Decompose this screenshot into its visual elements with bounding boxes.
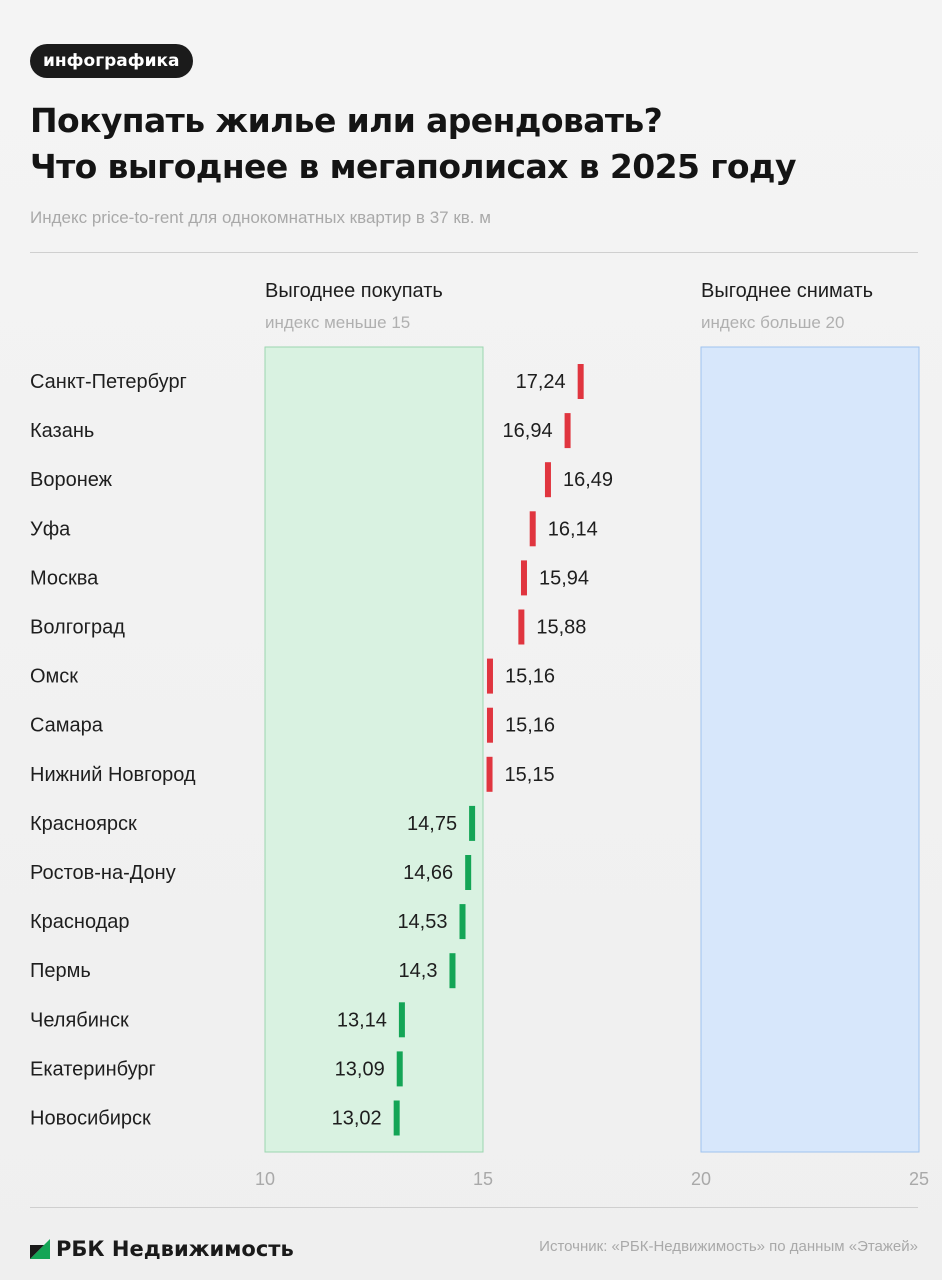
top-divider (30, 252, 918, 253)
value-label: 16,94 (503, 420, 553, 442)
value-bar (398, 1002, 405, 1038)
rbc-logo-icon (30, 1239, 50, 1259)
value-label: 15,88 (536, 617, 586, 639)
city-label: Омск (30, 666, 78, 688)
city-label: Новосибирск (30, 1108, 151, 1130)
city-label: Челябинск (30, 1009, 129, 1031)
x-tick-label: 20 (691, 1169, 711, 1189)
value-label: 15,16 (505, 666, 555, 688)
value-bar (459, 904, 466, 940)
value-bar (529, 511, 536, 547)
city-label: Красноярск (30, 813, 137, 835)
value-bar (465, 855, 472, 890)
city-label: Ростов-на-Дону (30, 862, 176, 884)
value-label: 17,24 (516, 371, 566, 393)
city-label: Нижний Новгород (30, 764, 196, 786)
city-label: Волгоград (30, 617, 125, 639)
city-label: Воронеж (30, 469, 113, 491)
value-label: 15,94 (539, 567, 589, 589)
title-line-2: Что выгоднее в мегаполисах в 2025 году (30, 147, 796, 186)
rent-zone-sublabel: индекс больше 20 (701, 313, 845, 332)
value-bar (449, 953, 456, 989)
page-title: Покупать жилье или арендовать? Что выгод… (30, 98, 920, 190)
source-note: Источник: «РБК-Недвижимость» по данным «… (539, 1238, 918, 1255)
value-bar (486, 658, 493, 694)
x-tick-label: 10 (255, 1169, 275, 1189)
value-label: 13,14 (337, 1009, 387, 1031)
bottom-divider (30, 1207, 918, 1208)
city-label: Самара (30, 715, 104, 737)
city-label: Санкт-Петербург (30, 371, 187, 393)
value-label: 15,16 (505, 715, 555, 737)
value-bar (486, 756, 493, 792)
title-line-1: Покупать жилье или арендовать? (30, 101, 663, 140)
infographic-tag: инфографика (30, 44, 193, 78)
chart-subtitle: Индекс price-to-rent для однокомнатных к… (30, 208, 491, 227)
value-label: 16,49 (563, 469, 613, 491)
rbc-logo-text: РБК Недвижимость (56, 1237, 294, 1261)
value-bar (520, 560, 527, 596)
buy-zone-label: Выгоднее покупать (265, 280, 443, 302)
value-label: 13,02 (332, 1108, 382, 1130)
buy-zone-sublabel: индекс меньше 15 (265, 313, 411, 332)
value-bar (469, 805, 476, 841)
x-tick-label: 25 (909, 1169, 929, 1189)
value-label: 14,53 (397, 911, 447, 933)
city-label: Екатеринбург (30, 1058, 156, 1080)
value-label: 16,14 (548, 518, 598, 540)
value-bar (577, 364, 584, 399)
value-label: 14,3 (399, 960, 438, 982)
value-label: 15,15 (505, 764, 555, 786)
value-bar (393, 1100, 400, 1136)
price-to-rent-chart: Санкт-Петербург 17,24 Казань 16,94 Воронеж 16… (30, 346, 929, 1189)
value-label: 14,66 (403, 862, 453, 884)
value-bar (518, 609, 525, 645)
value-bar (544, 462, 551, 498)
value-label: 14,75 (407, 813, 457, 835)
buy-zone (264, 346, 484, 1153)
value-bar (396, 1051, 403, 1087)
rent-zone-label: Выгоднее снимать (701, 280, 874, 302)
city-label: Пермь (30, 960, 91, 982)
value-bar (486, 707, 493, 743)
city-label: Москва (30, 567, 99, 589)
value-bar (564, 413, 571, 449)
value-label: 13,09 (335, 1058, 385, 1080)
city-label: Краснодар (30, 911, 130, 933)
city-label: Уфа (30, 518, 71, 540)
city-label: Казань (30, 420, 94, 442)
x-tick-label: 15 (473, 1169, 493, 1189)
rent-zone (700, 346, 920, 1153)
rbc-logo: РБК Недвижимость (30, 1232, 294, 1266)
